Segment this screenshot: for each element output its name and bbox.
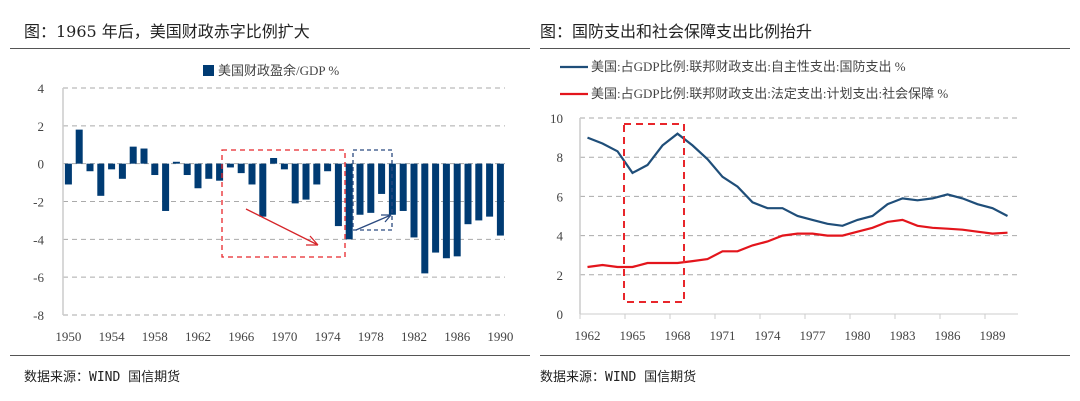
legend-swatch [203, 65, 214, 76]
y-tick-label: -4 [33, 232, 44, 247]
highlight-box-red [221, 149, 346, 258]
bar-1983 [421, 163, 429, 274]
right-source: 数据来源：WIND 国信期货 [540, 370, 697, 385]
x-tick-label: 1966 [228, 329, 255, 344]
x-tick-label: 1986 [444, 329, 471, 344]
right-chart-title: 图：国防支出和社会保障支出比例抬升 [540, 22, 813, 41]
source-divider-right [540, 355, 1070, 356]
bar-1955 [118, 163, 126, 179]
x-tick-label: 1968 [665, 328, 691, 343]
bar-1963 [205, 163, 213, 179]
bar-1972 [302, 163, 310, 200]
y-tick-label: 0 [38, 157, 45, 172]
x-tick-label: 1971 [710, 328, 736, 343]
bar-1989 [486, 163, 494, 217]
x-tick-label: 1974 [315, 329, 342, 344]
bar-1981 [399, 163, 407, 211]
y-tick-label: 8 [557, 150, 564, 165]
bar-1965 [226, 163, 234, 168]
y-tick-label: 4 [557, 229, 564, 244]
highlight-box-red [623, 123, 685, 303]
bar-1961 [183, 163, 191, 176]
y-tick-label: 2 [557, 268, 564, 283]
y-tick-label: -2 [33, 195, 44, 210]
bar-1951 [75, 129, 83, 164]
highlight-box-blue [352, 149, 393, 231]
y-tick-label: 0 [557, 307, 564, 322]
x-tick-label: 1958 [142, 329, 168, 344]
bar-1977 [356, 163, 364, 215]
x-tick-label: 1954 [99, 329, 126, 344]
bar-1978 [367, 163, 375, 213]
bar-1966 [237, 163, 245, 174]
x-tick-label: 1950 [55, 329, 81, 344]
bar-1975 [334, 163, 342, 227]
x-tick-label: 1965 [620, 328, 646, 343]
bar-1982 [410, 163, 418, 238]
x-tick-label: 1990 [487, 329, 513, 344]
y-tick-label: 10 [550, 111, 563, 126]
bar-1970 [280, 163, 288, 170]
bar-1952 [86, 163, 94, 172]
bar-1960 [172, 161, 180, 164]
bar-1973 [313, 163, 321, 185]
x-tick-label: 1977 [800, 328, 827, 343]
series-line-social-security [587, 218, 1008, 269]
bar-1962 [194, 163, 202, 189]
bar-1979 [378, 163, 386, 194]
x-tick-label: 1974 [755, 328, 782, 343]
legend-label: 美国:占GDP比例:联邦财政支出:法定支出:计划支出:社会保障 % [591, 86, 948, 101]
series-line-defense [587, 132, 1009, 227]
bar-1954 [108, 163, 116, 170]
left-chart-title: 图：1965 年后，美国财政赤字比例扩大 [24, 22, 310, 41]
bar-1956 [129, 146, 137, 164]
bar-1974 [324, 163, 332, 172]
source-divider-left [10, 355, 530, 356]
bar-1959 [162, 163, 170, 211]
x-tick-label: 1983 [890, 328, 916, 343]
x-tick-label: 1962 [575, 328, 601, 343]
bar-1987 [464, 163, 472, 225]
bar-1971 [291, 163, 299, 204]
x-tick-label: 1980 [845, 328, 871, 343]
bar-1986 [453, 163, 461, 257]
bar-1953 [97, 163, 105, 196]
bar-1990 [496, 163, 504, 236]
bar-1958 [151, 163, 159, 176]
x-tick-label: 1970 [271, 329, 297, 344]
bar-1976 [345, 163, 353, 240]
bar-1968 [259, 163, 267, 217]
x-tick-label: 1989 [980, 328, 1006, 343]
title-divider-left [10, 48, 530, 49]
y-tick-label: -8 [33, 308, 44, 323]
left-source: 数据来源：WIND 国信期货 [24, 370, 181, 385]
title-divider-right [540, 48, 1070, 49]
x-tick-label: 1962 [185, 329, 211, 344]
bar-1967 [248, 163, 256, 185]
x-tick-label: 1986 [935, 328, 962, 343]
y-tick-label: 2 [38, 119, 45, 134]
bar-1957 [140, 148, 148, 164]
y-tick-label: 6 [557, 189, 564, 204]
bar-1969 [270, 157, 278, 164]
bar-1964 [216, 163, 224, 181]
x-tick-label: 1982 [401, 329, 427, 344]
x-tick-label: 1978 [358, 329, 384, 344]
bar-1988 [475, 163, 483, 221]
y-tick-label: 4 [38, 81, 45, 96]
arrow-up-icon [355, 214, 392, 231]
legend-label: 美国:占GDP比例:联邦财政支出:自主性支出:国防支出 % [591, 59, 906, 74]
legend-label: 美国财政盈余/GDP % [218, 63, 339, 78]
bar-1985 [442, 163, 450, 259]
bar-1984 [432, 163, 440, 253]
arrow-down-icon [245, 208, 319, 246]
bar-1950 [64, 163, 72, 185]
y-tick-label: -6 [33, 270, 44, 285]
